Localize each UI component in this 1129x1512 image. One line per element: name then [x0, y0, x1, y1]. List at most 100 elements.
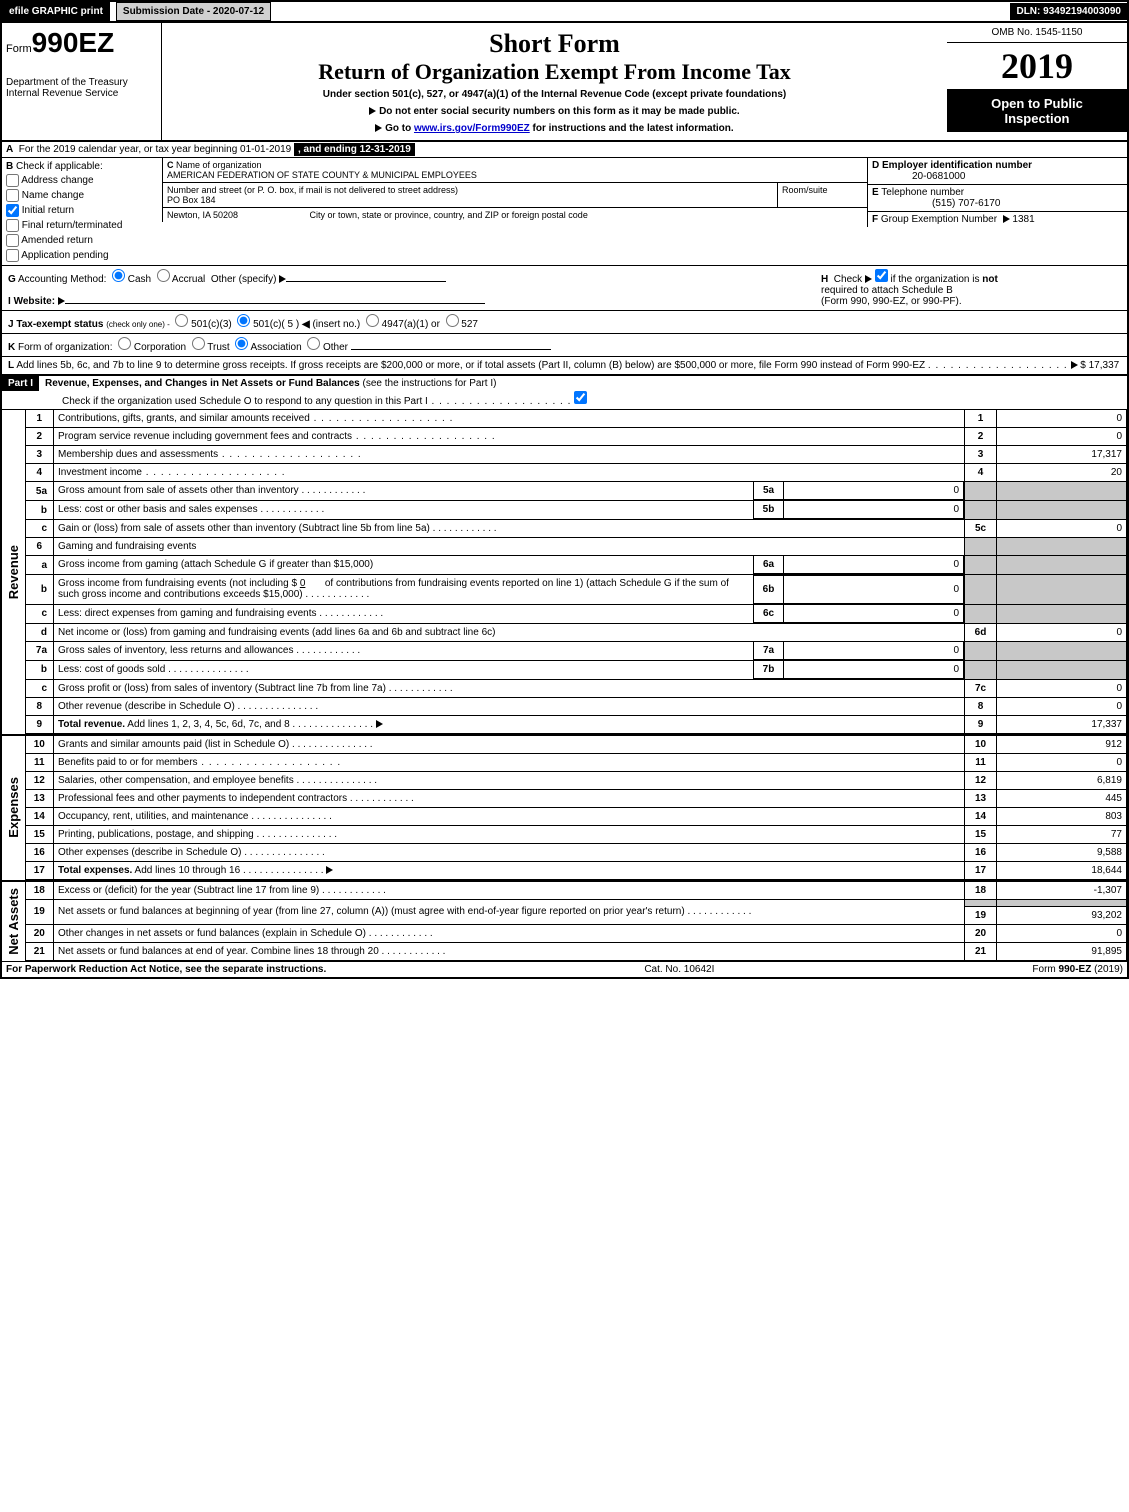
- section-b: B Check if applicable: Address change Na…: [2, 158, 162, 265]
- final-return-checkbox[interactable]: [6, 219, 19, 232]
- mini-num: 6b: [754, 575, 784, 603]
- line-desc: Contributions, gifts, grants, and simila…: [58, 413, 310, 424]
- col-val: 91,895: [997, 942, 1127, 960]
- line-num: 9: [26, 715, 54, 733]
- dots: [258, 504, 325, 515]
- line-desc: Less: cost of goods sold: [58, 664, 165, 675]
- col-num: 3: [965, 446, 997, 464]
- col-val: 93,202: [997, 906, 1127, 924]
- open-public-line2: Inspection: [953, 111, 1121, 126]
- dots: [235, 701, 318, 712]
- final-return-label: Final return/terminated: [22, 220, 123, 231]
- mini-num: 5b: [754, 501, 784, 519]
- col-val: 912: [997, 736, 1127, 754]
- form-prefix: Form: [6, 43, 32, 55]
- arrow-icon: [1071, 361, 1078, 369]
- col-num: 16: [965, 843, 997, 861]
- other-org-input[interactable]: [351, 349, 551, 350]
- 501c-radio[interactable]: [237, 314, 250, 327]
- 4947a1-radio[interactable]: [366, 314, 379, 327]
- table-row: 9Total revenue. Add lines 1, 2, 3, 4, 5c…: [26, 715, 1127, 733]
- col-num: 10: [965, 736, 997, 754]
- expenses-table: 10 Grants and similar amounts paid (list …: [26, 736, 1127, 880]
- mini-val: 0: [784, 575, 964, 603]
- part-1-badge: Part I: [2, 376, 39, 391]
- table-row: cGain or (loss) from sale of assets othe…: [26, 520, 1127, 538]
- mini-val: 0: [784, 556, 964, 574]
- col-val: 0: [997, 753, 1127, 771]
- city-value: Newton, IA 50208: [167, 210, 307, 220]
- line-desc: Grants and similar amounts paid (list in…: [58, 739, 289, 750]
- 527-radio[interactable]: [446, 314, 459, 327]
- corporation-radio[interactable]: [118, 337, 131, 350]
- amended-return-checkbox[interactable]: [6, 234, 19, 247]
- line-num: 3: [26, 446, 54, 464]
- website-input[interactable]: [65, 303, 485, 304]
- fundraising-amt: 0: [300, 578, 306, 589]
- table-row: 21Net assets or fund balances at end of …: [26, 942, 1127, 960]
- other-org-radio[interactable]: [307, 337, 320, 350]
- table-row: dNet income or (loss) from gaming and fu…: [26, 623, 1127, 641]
- col-val: 0: [997, 520, 1127, 538]
- trust-radio[interactable]: [192, 337, 205, 350]
- line-num: 19: [26, 899, 54, 924]
- table-row: 4Investment income420: [26, 464, 1127, 482]
- omb-number: OMB No. 1545-1150: [947, 23, 1127, 43]
- other-specify-input[interactable]: [286, 281, 446, 282]
- tax-year: 2019: [947, 43, 1127, 90]
- table-row: 17Total expenses. Add lines 10 through 1…: [26, 861, 1127, 879]
- grey-cell: [965, 575, 997, 605]
- part-1-paren: (see the instructions for Part I): [363, 378, 497, 389]
- line-desc: Gross income from fundraising events (no…: [58, 578, 297, 589]
- grey-cell: [997, 482, 1127, 501]
- grey-cell: [997, 538, 1127, 556]
- table-row: 15Printing, publications, postage, and s…: [26, 825, 1127, 843]
- arrow-icon: [376, 720, 383, 728]
- line-desc: Program service revenue including govern…: [58, 431, 352, 442]
- address-change-checkbox[interactable]: [6, 174, 19, 187]
- application-pending-checkbox[interactable]: [6, 249, 19, 262]
- dots: [319, 885, 386, 896]
- line-desc: Gross income from gaming (attach Schedul…: [58, 559, 373, 570]
- form-number-big: 990EZ: [32, 27, 115, 58]
- dots: [430, 523, 497, 534]
- dots: [198, 757, 342, 768]
- org-name-cell: C Name of organization AMERICAN FEDERATI…: [162, 158, 867, 183]
- association-radio[interactable]: [235, 337, 248, 350]
- schedule-b-checkbox[interactable]: [875, 269, 888, 282]
- form-number: Form990EZ: [6, 27, 157, 59]
- arrow-icon: [326, 866, 333, 874]
- col-num: 7c: [965, 679, 997, 697]
- h-required-text: required to attach Schedule B: [821, 285, 953, 296]
- street-value: PO Box 184: [167, 195, 216, 205]
- col-num: 8: [965, 697, 997, 715]
- total-expenses-label: Total expenses.: [58, 865, 132, 876]
- grey-cell: [965, 660, 997, 679]
- part-1-header: Part I Revenue, Expenses, and Changes in…: [2, 375, 1127, 410]
- col-num: 6d: [965, 623, 997, 641]
- form-ref-bold: 990-EZ: [1059, 964, 1092, 975]
- accrual-radio[interactable]: [157, 269, 170, 282]
- mini-val: 0: [784, 661, 964, 679]
- dots: [347, 793, 414, 804]
- part-1-title: Revenue, Expenses, and Changes in Net As…: [45, 378, 360, 389]
- name-change-checkbox[interactable]: [6, 189, 19, 202]
- line-num: 2: [26, 428, 54, 446]
- 501c3-radio[interactable]: [175, 314, 188, 327]
- col-num: 12: [965, 771, 997, 789]
- cash-radio[interactable]: [112, 269, 125, 282]
- h-form-text: (Form 990, 990-EZ, or 990-PF).: [821, 296, 962, 307]
- table-row: cLess: direct expenses from gaming and f…: [26, 604, 1127, 623]
- col-num: 9: [965, 715, 997, 733]
- initial-return-checkbox[interactable]: [6, 204, 19, 217]
- line-num: c: [26, 679, 54, 697]
- grey-cell: [997, 501, 1127, 520]
- line-num: 1: [26, 410, 54, 428]
- schedule-o-checkbox[interactable]: [574, 391, 587, 404]
- line-l: L Add lines 5b, 6c, and 7b to line 9 to …: [2, 357, 1127, 375]
- expenses-section: Expenses 10Grants and similar amounts pa…: [2, 734, 1127, 880]
- mini-val: 0: [784, 605, 964, 623]
- irs-link[interactable]: www.irs.gov/Form990EZ: [414, 123, 530, 134]
- table-row: 10 Grants and similar amounts paid (list …: [26, 736, 1127, 754]
- efile-print-button[interactable]: efile GRAPHIC print: [2, 2, 110, 21]
